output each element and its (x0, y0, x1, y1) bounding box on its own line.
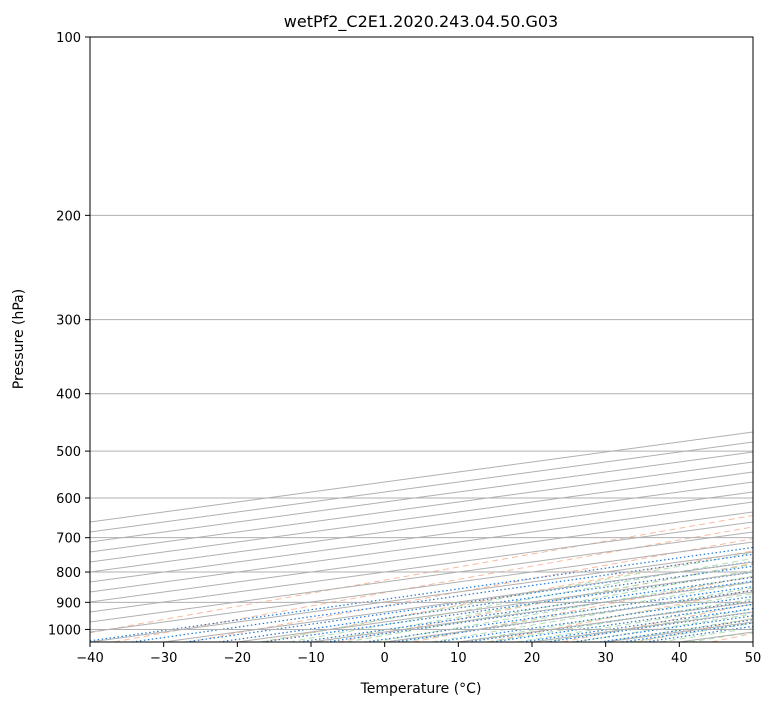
x-tick-label: 50 (745, 651, 762, 666)
isotherm-line (90, 501, 753, 593)
isotherm-line (90, 491, 753, 583)
y-tick-label: 800 (56, 566, 81, 581)
y-tick-label: 900 (56, 596, 81, 611)
isotherm-line (90, 471, 753, 563)
plot-area: 0.10.20.40.611.52346810131620253036-100-… (90, 37, 753, 642)
dry-adiabat-line (188, 538, 753, 642)
moist-adiabat-line (317, 563, 753, 642)
dry-adiabats (90, 514, 753, 642)
y-tick-label: 1000 (48, 623, 81, 638)
x-tick-label: 0 (381, 651, 389, 666)
isotherm-line (90, 451, 753, 543)
y-tick-label: 400 (56, 388, 81, 403)
x-tick-label: −20 (224, 651, 251, 666)
y-axis-title: Pressure (hPa) (11, 289, 27, 389)
y-tick-label: 100 (56, 31, 81, 46)
y-tick-label: 600 (56, 492, 81, 507)
x-axis-title: Temperature (°C) (360, 681, 482, 697)
mixing-ratio-line (131, 553, 753, 642)
y-tick-label: 500 (56, 445, 81, 460)
isotherm-line (90, 481, 753, 573)
moist-adiabat-line (431, 587, 753, 642)
isotherm-line (90, 461, 753, 553)
mixing-ratio-line (522, 608, 753, 642)
dry-adiabat-line (338, 562, 753, 642)
x-tick-label: −10 (297, 651, 324, 666)
y-tick-label: 200 (56, 209, 81, 224)
x-tick-label: 30 (597, 651, 614, 666)
chart-title: wetPf2_C2E1.2020.243.04.50.G03 (284, 12, 558, 32)
isotherm-line (90, 531, 753, 623)
mixing-ratio-line (492, 603, 753, 642)
isotherm-line (90, 511, 753, 603)
x-tick-label: −30 (150, 651, 177, 666)
mixing-ratio-line (436, 595, 753, 642)
x-axis: −40 −30 −20 −10 0 10 20 30 40 50 (76, 642, 761, 666)
isobar-gridlines (90, 37, 753, 630)
x-tick-label: 10 (450, 651, 467, 666)
moist-adiabat-line (488, 598, 753, 642)
plot-frame (89, 36, 754, 643)
isotherm-line (90, 521, 753, 613)
y-tick-label: 300 (56, 314, 81, 329)
dry-adiabat-line (412, 575, 753, 642)
mixing-ratio-line (90, 546, 753, 642)
moist-adiabats (260, 552, 753, 642)
dry-adiabat-line (114, 526, 753, 642)
y-axis: 100 200 300 400 500 600 700 800 900 1000 (48, 31, 90, 638)
x-tick-label: −40 (76, 651, 103, 666)
y-tick-label: 700 (56, 532, 81, 547)
moist-adiabat-line (403, 581, 753, 642)
isotherms (90, 431, 753, 642)
x-tick-label: 20 (524, 651, 541, 666)
x-tick-label: 40 (671, 651, 688, 666)
moist-adiabat-line (346, 569, 753, 642)
